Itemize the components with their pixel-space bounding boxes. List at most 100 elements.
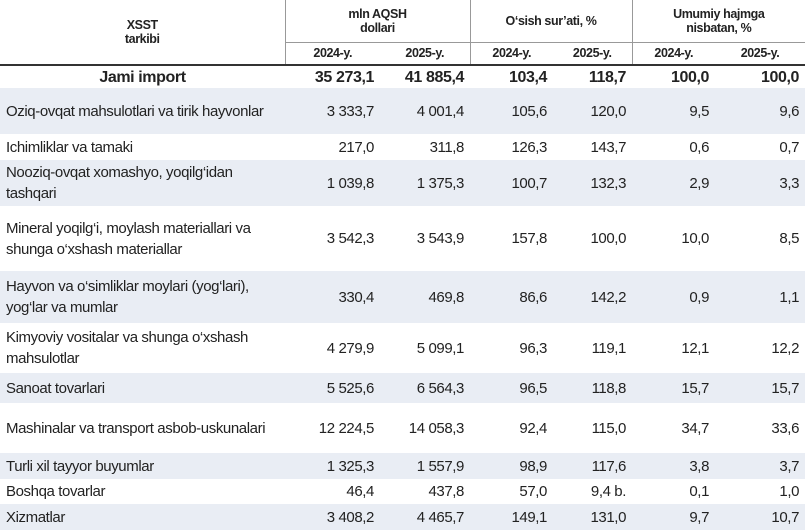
- value-cell: 12 224,5: [318, 419, 375, 437]
- value-cell: 9,6: [715, 88, 806, 134]
- value-cell: 9,5: [632, 88, 716, 134]
- label-cell: Ichimliklar va tamaki: [6, 138, 133, 156]
- value-cell: 1 375,3: [380, 160, 470, 206]
- table-row: Hayvon va o‘simliklar moylari (yog‘lari)…: [0, 271, 806, 323]
- table-row: Nooziq-ovqat xomashyo, yoqilg‘idan tashq…: [0, 160, 806, 206]
- value-cell: 46,4: [346, 483, 374, 500]
- value-cell: 131,0: [553, 504, 633, 530]
- table-row: Oziq-ovqat mahsulotlari va tirik hayvonl…: [0, 88, 806, 134]
- value-cell: 34,7: [681, 419, 710, 437]
- value-cell: 149,1: [470, 504, 553, 530]
- value-cell: 469,8: [380, 271, 470, 323]
- value-cell: 118,8: [553, 373, 633, 403]
- value-cell: 105,6: [470, 88, 553, 134]
- table-row: Sanoat tovarlari 5 525,6 6 564,3 96,5 118,8 1…: [0, 373, 806, 403]
- value-cell: 8,5: [779, 230, 800, 247]
- value-cell: 132,3: [553, 160, 633, 206]
- value-cell: 33,6: [771, 419, 800, 437]
- label-cell: Hayvon va o‘simliklar moylari (yog‘lari)…: [0, 271, 285, 323]
- value-cell: 115,0: [591, 419, 627, 437]
- label-cell: Jami import: [0, 64, 285, 88]
- value-cell: 86,6: [470, 271, 553, 323]
- value-cell: 330,4: [285, 271, 380, 323]
- value-cell: 92,4: [519, 419, 547, 437]
- header-cell: O‘sish sur’ati, %: [469, 0, 633, 42]
- value-cell: 120,0: [553, 88, 633, 134]
- value-cell: 96,5: [470, 373, 553, 403]
- year-cell: 2025-y.: [553, 41, 633, 66]
- value-cell: 3 542,3: [326, 230, 375, 247]
- label-cell: Oziq-ovqat mahsulotlari va tirik hayvonl…: [0, 88, 285, 134]
- value-cell: 96,3: [519, 339, 547, 357]
- value-cell: 1,1: [715, 271, 806, 323]
- value-cell: 0,9: [632, 271, 716, 323]
- value-cell: 1 039,8: [285, 160, 380, 206]
- value-cell: 41 885,4: [380, 64, 470, 88]
- value-cell: 15,7: [632, 373, 716, 403]
- value-cell: 9,4 b.: [590, 483, 627, 500]
- label-cell: Xizmatlar: [0, 504, 285, 530]
- table-row: Boshqa tovarlar 46,4 437,8 57,0 9,4 b. 0,1 1,0: [0, 479, 805, 504]
- value-cell: 5 525,6: [285, 373, 380, 403]
- year-cell: 2024-y.: [469, 41, 553, 66]
- label-cell: Mineral yoqilg‘i, moylash materiallari v…: [6, 219, 251, 258]
- value-cell: 0,7: [779, 138, 800, 156]
- value-cell: 119,1: [591, 339, 627, 357]
- label-cell: Nooziq-ovqat xomashyo, yoqilg‘idan tashq…: [0, 160, 285, 206]
- value-cell: 3,7: [715, 453, 806, 479]
- value-cell: 100,0: [590, 230, 627, 247]
- value-cell: 3,8: [632, 453, 716, 479]
- value-cell: 157,8: [511, 230, 547, 247]
- value-cell: 98,9: [470, 453, 553, 479]
- value-cell: 5 099,1: [416, 339, 465, 357]
- table-row: Jami import 35 273,1 41 885,4 103,4 118,7 100…: [0, 64, 806, 88]
- value-cell: 0,6: [689, 138, 710, 156]
- value-cell: 217,0: [338, 138, 374, 156]
- value-cell: 100,0: [632, 64, 716, 88]
- year-cell: 2025-y.: [380, 41, 470, 66]
- value-cell: 100,7: [470, 160, 553, 206]
- value-cell: 57,0: [519, 483, 547, 500]
- value-cell: 35 273,1: [285, 64, 380, 88]
- value-cell: 10,7: [715, 504, 806, 530]
- header-row: 2024-y. 2025-y. 2024-y. 2025-y. 2024-y. 2025-…: [0, 41, 806, 66]
- table-row: Mineral yoqilg‘i, moylash materiallari v…: [0, 206, 805, 271]
- label-cell: Kimyoviy vositalar va shunga o‘xshash ma…: [6, 329, 248, 367]
- table-row: Mashinalar va transport asbob-uskunalari…: [0, 403, 805, 453]
- year-cell: 2025-y.: [715, 41, 806, 66]
- value-cell: 103,4: [470, 64, 553, 88]
- label-cell: Turli xil tayyor buyumlar: [0, 453, 285, 479]
- value-cell: 3,3: [715, 160, 806, 206]
- value-cell: 100,0: [715, 64, 806, 88]
- header-cell: mln AQSH dollari: [284, 0, 470, 42]
- header-row: XSST tarkibi mln AQSH dollari O‘sish sur…: [0, 0, 806, 46]
- value-cell: 6 564,3: [380, 373, 470, 403]
- value-cell: 118,7: [553, 64, 633, 88]
- value-cell: 12,1: [681, 339, 710, 357]
- value-cell: 143,7: [590, 138, 627, 156]
- value-cell: 1 557,9: [380, 453, 470, 479]
- value-cell: 2,9: [632, 160, 716, 206]
- value-cell: 437,8: [428, 483, 464, 500]
- value-cell: 117,6: [553, 453, 633, 479]
- value-cell: 4 001,4: [380, 88, 470, 134]
- year-cell: 2024-y.: [284, 41, 380, 66]
- value-cell: 4 465,7: [380, 504, 470, 530]
- header-cell: Umumiy hajmga nisbatan, %: [631, 0, 806, 42]
- value-cell: 15,7: [715, 373, 806, 403]
- value-cell: 126,3: [511, 138, 547, 156]
- value-cell: 1 325,3: [285, 453, 380, 479]
- value-cell: 9,7: [632, 504, 716, 530]
- label-cell: Sanoat tovarlari: [0, 373, 285, 403]
- header-cell: XSST tarkibi: [124, 18, 160, 46]
- value-cell: 4 279,9: [326, 339, 375, 357]
- label-cell: Boshqa tovarlar: [6, 483, 106, 500]
- value-cell: 142,2: [553, 271, 633, 323]
- value-cell: 12,2: [771, 339, 800, 357]
- value-cell: 3 543,9: [416, 230, 465, 247]
- value-cell: 1,0: [779, 483, 800, 500]
- value-cell: 311,8: [429, 138, 465, 156]
- table-row: Kimyoviy vositalar va shunga o‘xshash ma…: [0, 323, 805, 373]
